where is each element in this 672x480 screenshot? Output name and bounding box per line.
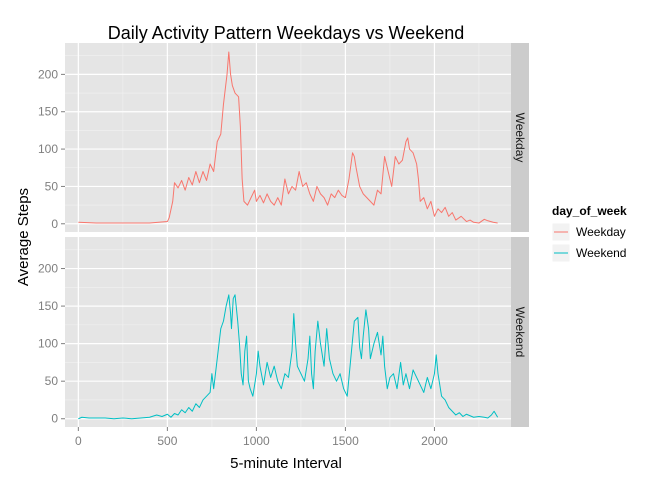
legend-item-weekend: Weekend (551, 243, 626, 263)
y-tick-label: 200 (38, 262, 58, 276)
x-tick-label: 1500 (332, 434, 359, 448)
x-tick-label: 1000 (243, 434, 270, 448)
legend: day_of_week Weekday Weekend (551, 204, 627, 263)
x-axis-title: 5-minute Interval (230, 455, 342, 472)
series-line-weekday (78, 51, 498, 224)
legend-label: Weekend (576, 246, 626, 260)
panel-weekend: 0 50 100 150 200 Weekend (38, 237, 529, 427)
y-tick-label: 50 (45, 374, 59, 388)
y-tick-label: 150 (38, 299, 58, 313)
y-tick-label: 100 (38, 142, 58, 156)
chart-title: Daily Activity Pattern Weekdays vs Weeke… (108, 23, 464, 43)
legend-title: day_of_week (552, 204, 627, 218)
facet-strip (511, 43, 529, 232)
y-tick-label: 50 (45, 179, 59, 193)
facet-strip-label: Weekday (513, 113, 527, 163)
panel-weekday: 0 50 100 150 200 Weekday (38, 43, 529, 232)
series-line-weekend (78, 294, 499, 420)
facet-strip-label: Weekend (513, 307, 527, 357)
y-axis-title: Average Steps (15, 188, 32, 286)
legend-items: Weekday Weekend (551, 222, 626, 263)
y-tick-label: 0 (51, 217, 58, 231)
x-tick-label: 0 (75, 434, 82, 448)
y-tick-label: 200 (38, 67, 58, 81)
y-tick-label: 100 (38, 337, 58, 351)
x-tick-label: 500 (157, 434, 177, 448)
legend-label: Weekday (576, 225, 626, 239)
x-tick-label: 2000 (421, 434, 448, 448)
y-tick-label: 0 (51, 412, 58, 426)
y-tick-label: 150 (38, 105, 58, 119)
facet-panels: 0 50 100 150 200 Weekday 0 50 100 150 200 Weekend 0 5… (38, 43, 529, 448)
legend-item-weekday: Weekday (551, 222, 626, 242)
panel-background (65, 43, 511, 232)
facet-strip (511, 237, 529, 427)
